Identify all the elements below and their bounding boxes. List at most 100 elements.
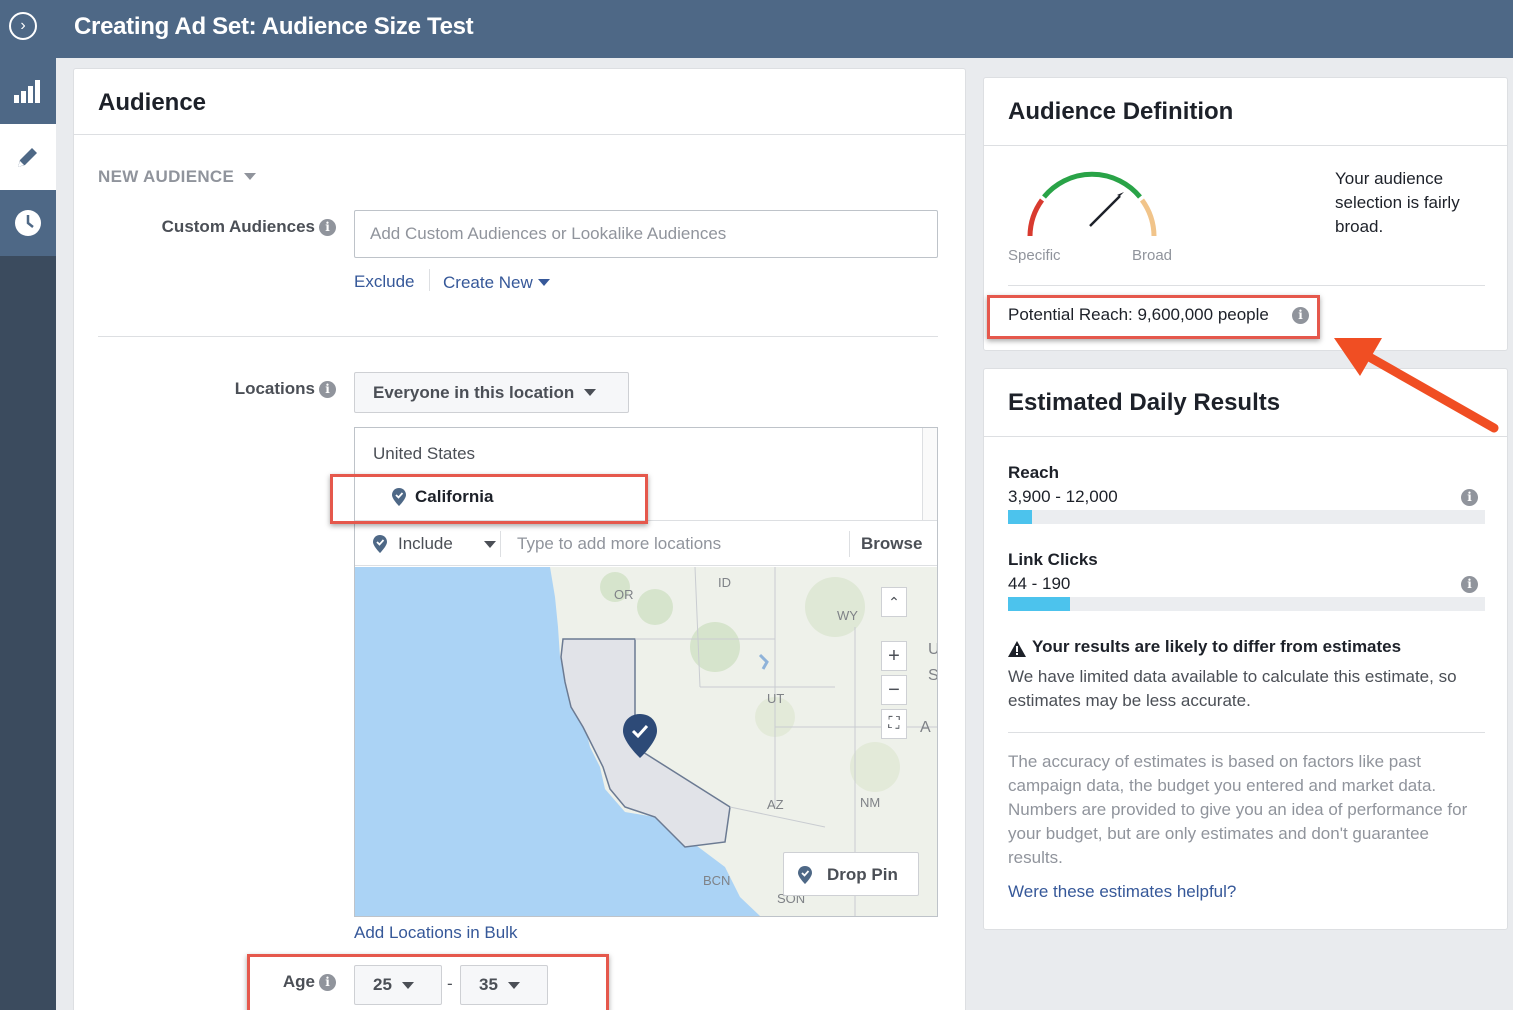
caret-down-icon — [484, 541, 496, 548]
map-label-nm: NM — [860, 795, 881, 810]
location-pin-icon — [392, 488, 406, 506]
gauge-specific-label: Specific — [1008, 247, 1061, 264]
potential-reach-text: Potential Reach: 9,600,000 people — [1008, 305, 1269, 324]
info-icon[interactable]: i — [319, 381, 336, 398]
caret-down-icon — [584, 389, 597, 396]
divider — [1008, 285, 1485, 286]
left-rail — [0, 58, 56, 1010]
location-search-input[interactable]: Type to add more locations — [517, 534, 722, 553]
map-label-wy: WY — [837, 608, 858, 623]
info-icon[interactable]: i — [319, 219, 336, 236]
age-max-dropdown[interactable]: 35 — [460, 965, 548, 1005]
selected-location[interactable]: California — [415, 487, 494, 506]
map-label-edge-u: U — [928, 641, 937, 658]
accuracy-text: The accuracy of estimates is based on fa… — [1008, 752, 1468, 867]
reach-value: 3,900 - 12,000 — [1008, 487, 1118, 506]
locations-label: Locations i — [146, 379, 336, 399]
audience-gauge-icon — [1027, 171, 1157, 237]
top-bar: › Creating Ad Set: Audience Size Test — [0, 0, 1513, 58]
info-icon[interactable]: i — [319, 974, 336, 991]
link-clicks-value: 44 - 190 — [1008, 574, 1071, 593]
reach-bar — [1008, 510, 1485, 524]
gauge-broad-label: Broad — [1132, 247, 1173, 264]
rail-item-edit[interactable] — [0, 124, 56, 190]
age-separator: - — [447, 974, 453, 993]
map-label-ut: UT — [767, 691, 785, 706]
link-clicks-bar — [1008, 597, 1485, 611]
estimated-results-card: Estimated Daily Results Reach 3,900 - 12… — [983, 368, 1508, 930]
recenter-icon[interactable]: ⛶ — [881, 709, 907, 739]
country-label: United States — [373, 444, 476, 463]
reach-label: Reach — [1008, 463, 1060, 482]
locations-label-text: Locations — [234, 379, 315, 398]
zoom-out-button[interactable]: − — [881, 675, 907, 705]
exclude-link[interactable]: Exclude — [354, 272, 415, 291]
clock-icon — [15, 210, 41, 236]
expand-icon[interactable]: › — [9, 12, 37, 40]
age-min-dropdown[interactable]: 25 — [354, 965, 442, 1005]
custom-audiences-label-text: Custom Audiences — [161, 217, 315, 236]
info-icon[interactable]: i — [1461, 489, 1478, 506]
divider — [500, 531, 501, 557]
audience-definition-card: Audience Definition Specific Broad Your … — [983, 77, 1508, 351]
create-new-link[interactable]: Create New — [443, 273, 550, 293]
audience-panel: Audience NEW AUDIENCE Custom Audiences i … — [73, 68, 966, 1010]
annotation-arrow-icon — [1334, 338, 1499, 433]
link-clicks-bar-fill — [1008, 597, 1070, 611]
drop-pin-label: Drop Pin — [827, 865, 898, 884]
age-label-text: Age — [282, 972, 315, 991]
map-collapse-button[interactable]: ⌃ — [881, 587, 907, 617]
map-label-or: OR — [614, 587, 634, 602]
age-min-value: 25 — [373, 975, 392, 994]
link-divider — [429, 269, 430, 291]
location-map[interactable]: ID OR WY UT AZ NM BCN SON U S A ⌃ + − ⛶ … — [355, 567, 937, 916]
create-new-text: Create New — [443, 273, 533, 292]
estimates-helpful-link[interactable]: Were these estimates helpful? — [1008, 882, 1237, 901]
custom-audiences-input[interactable]: Add Custom Audiences or Lookalike Audien… — [354, 210, 938, 258]
new-audience-dropdown[interactable]: NEW AUDIENCE — [98, 167, 257, 187]
age-max-value: 35 — [479, 975, 498, 994]
warning-icon — [1008, 641, 1026, 657]
map-pin-icon — [623, 714, 657, 758]
browse-button[interactable]: Browse — [861, 534, 923, 553]
new-audience-label: NEW AUDIENCE — [98, 167, 235, 186]
page-title: Creating Ad Set: Audience Size Test — [74, 13, 474, 40]
audience-summary: Your audience selection is fairly broad. — [1335, 169, 1460, 236]
include-dropdown[interactable]: Include — [398, 534, 453, 553]
divider — [74, 134, 965, 135]
pencil-icon — [18, 148, 37, 167]
rail-item-history[interactable] — [0, 190, 56, 256]
zoom-in-button[interactable]: + — [881, 641, 907, 671]
divider — [98, 336, 938, 337]
map-canvas — [550, 567, 937, 916]
location-type-text: Everyone in this location — [373, 382, 575, 402]
audience-definition-title: Audience Definition — [1008, 98, 1234, 125]
location-type-dropdown[interactable]: Everyone in this location — [354, 372, 629, 413]
info-icon[interactable]: i — [1461, 576, 1478, 593]
map-label-edge-s: S — [928, 667, 937, 684]
caret-down-icon — [244, 173, 257, 180]
rail-item-reporting[interactable] — [0, 58, 56, 124]
warning-text: We have limited data available to calcul… — [1008, 667, 1457, 710]
caret-down-icon — [507, 981, 520, 989]
location-box: United States California Include Type to… — [354, 427, 938, 917]
age-label: Age i — [274, 972, 336, 992]
divider — [1008, 732, 1485, 733]
bar-chart-icon — [14, 80, 40, 103]
map-label-az: AZ — [767, 797, 784, 812]
audience-title: Audience — [98, 89, 207, 116]
map-label-bcn: BCN — [703, 873, 731, 888]
drop-pin-button[interactable]: Drop Pin — [783, 852, 919, 896]
add-locations-bulk-link[interactable]: Add Locations in Bulk — [354, 923, 518, 942]
divider — [984, 145, 1507, 146]
include-row: Include Type to add more locations Brows… — [355, 520, 937, 566]
warning-title: Your results are likely to differ from e… — [1032, 637, 1402, 656]
custom-audiences-label: Custom Audiences i — [146, 217, 336, 237]
map-label-edge-a: A — [920, 719, 931, 736]
scrollbar[interactable] — [922, 428, 937, 520]
estimated-results-title: Estimated Daily Results — [1008, 389, 1281, 416]
divider — [849, 531, 850, 557]
info-icon[interactable]: i — [1292, 307, 1309, 324]
location-pin-icon — [798, 866, 812, 884]
divider — [984, 436, 1507, 437]
